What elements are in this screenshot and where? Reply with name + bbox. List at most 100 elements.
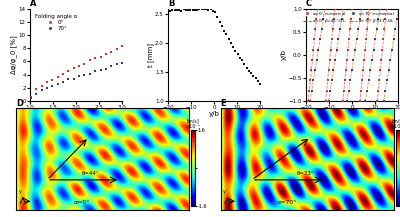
Point — [60, 73, 66, 76]
Point — [119, 61, 125, 65]
Point — [310, 79, 317, 82]
Point — [81, 62, 88, 66]
Point — [194, 9, 200, 12]
Point — [248, 71, 254, 74]
Text: x: x — [35, 199, 38, 204]
Point — [312, 68, 318, 72]
Point — [318, 27, 325, 31]
Point — [219, 24, 225, 28]
Point — [313, 17, 320, 21]
Point — [366, 7, 372, 10]
Point — [390, 38, 397, 41]
Point — [378, 58, 384, 62]
Point — [379, 48, 386, 51]
Point — [172, 8, 178, 12]
Text: x: x — [240, 199, 242, 204]
Point — [382, 17, 389, 21]
Point — [323, 89, 330, 92]
Text: α=70°: α=70° — [276, 200, 297, 205]
Point — [315, 48, 322, 51]
Point — [176, 8, 182, 12]
Point — [335, 38, 342, 41]
Point — [384, 79, 390, 82]
Point — [306, 89, 312, 92]
X-axis label: t [mm]: t [mm] — [64, 112, 88, 118]
Title: [m/s]
×10⁻³: [m/s] ×10⁻³ — [186, 118, 200, 129]
Point — [201, 7, 207, 11]
Point — [317, 38, 323, 41]
Point — [340, 7, 346, 10]
Point — [360, 68, 366, 72]
Point — [87, 72, 93, 76]
Y-axis label: Δφ/φ_0 [%]: Δφ/φ_0 [%] — [11, 35, 18, 74]
Point — [380, 99, 387, 103]
Point — [322, 7, 328, 10]
Point — [307, 99, 313, 103]
Point — [167, 9, 174, 12]
Point — [44, 87, 50, 90]
Legend: 0°, 70°: 0°, 70° — [33, 12, 80, 33]
Point — [237, 57, 243, 60]
Point — [334, 48, 340, 51]
X-axis label: y/b: y/b — [346, 112, 358, 117]
Point — [386, 68, 392, 72]
Point — [183, 8, 189, 12]
Point — [326, 58, 333, 62]
Point — [326, 68, 332, 72]
Point — [358, 7, 365, 10]
Point — [76, 64, 82, 67]
Title: [m/s]
×10⁻³: [m/s] ×10⁻³ — [390, 118, 400, 129]
Point — [374, 27, 380, 31]
Text: y: y — [19, 189, 22, 194]
Point — [205, 8, 212, 12]
Point — [97, 69, 104, 72]
Point — [357, 17, 363, 21]
Point — [380, 38, 387, 41]
Point — [309, 58, 316, 62]
Point — [332, 58, 338, 62]
Point — [382, 89, 388, 92]
Point — [114, 48, 120, 51]
Point — [81, 73, 88, 76]
Point — [365, 17, 372, 21]
Point — [357, 99, 363, 103]
Point — [178, 9, 185, 12]
X-axis label: y/b: y/b — [208, 112, 220, 117]
Text: C: C — [306, 0, 312, 8]
Point — [344, 99, 350, 103]
Point — [65, 69, 72, 72]
Point — [308, 89, 315, 92]
Point — [372, 38, 378, 41]
Point — [108, 50, 114, 54]
Point — [363, 38, 369, 41]
Point — [337, 27, 343, 31]
Point — [328, 48, 334, 51]
Point — [325, 99, 332, 103]
Point — [87, 59, 93, 62]
Point — [344, 58, 350, 62]
Point — [320, 17, 326, 21]
Point — [185, 8, 191, 11]
Point — [180, 7, 187, 11]
Point — [349, 68, 355, 72]
Point — [243, 66, 250, 70]
Point — [383, 7, 390, 10]
Point — [387, 58, 394, 62]
Point — [230, 45, 236, 49]
Point — [362, 48, 368, 51]
Point — [332, 7, 338, 10]
Point — [190, 8, 196, 12]
Point — [70, 67, 77, 70]
Point — [347, 79, 354, 82]
Point — [119, 45, 125, 48]
Text: A: A — [30, 0, 36, 8]
Point — [340, 99, 346, 103]
Point — [330, 68, 337, 72]
Point — [341, 89, 347, 92]
Point — [364, 27, 370, 31]
Point — [228, 42, 234, 45]
Point — [192, 8, 198, 12]
Point — [92, 69, 98, 73]
Point — [375, 17, 382, 21]
Point — [232, 49, 238, 53]
